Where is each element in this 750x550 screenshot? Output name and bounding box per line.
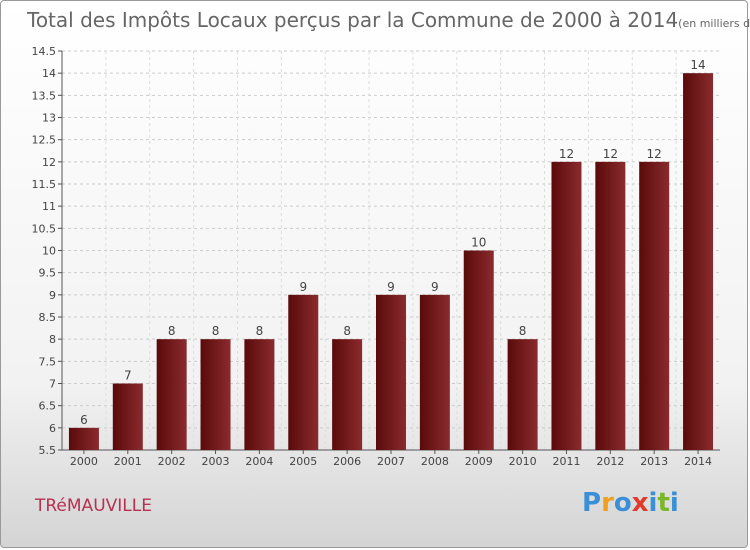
y-tick-label: 9.5 <box>39 267 57 280</box>
bar-2005 <box>288 294 319 450</box>
x-tick-label-2003: 2003 <box>202 455 230 468</box>
logo-letter: t <box>657 488 670 518</box>
bar-2014 <box>683 73 714 451</box>
bar-2002 <box>156 339 187 450</box>
data-label-2005: 9 <box>299 280 307 294</box>
y-tick-label: 10 <box>42 245 56 258</box>
y-tick-label: 13.5 <box>32 89 57 102</box>
x-tick-label-2002: 2002 <box>158 455 186 468</box>
data-label-2007: 9 <box>387 280 395 294</box>
chart-title-main: Total des Impôts Locaux perçus par la Co… <box>27 8 679 32</box>
data-label-2006: 8 <box>343 324 351 338</box>
data-label-2004: 8 <box>256 324 264 338</box>
chart-title: Total des Impôts Locaux perçus par la Co… <box>27 8 750 32</box>
y-tick-label: 6 <box>49 422 56 435</box>
y-tick-label: 12 <box>42 156 56 169</box>
bar-2012 <box>595 161 626 451</box>
commune-name: TRéMAUVILLE <box>35 496 152 516</box>
logo-letter: x <box>631 488 649 518</box>
data-label-2013: 12 <box>647 147 662 161</box>
bar-2000 <box>68 427 99 450</box>
data-label-2010: 8 <box>519 324 527 338</box>
x-tick-label-2004: 2004 <box>245 455 273 468</box>
logo-letter: r <box>601 488 614 518</box>
chart-title-unit: (en milliers d'€) <box>678 17 750 30</box>
data-label-2014: 14 <box>690 58 705 72</box>
data-label-2000: 6 <box>80 413 88 427</box>
y-tick-label: 9 <box>49 289 56 302</box>
x-tick-label-2010: 2010 <box>509 455 537 468</box>
bar-2004 <box>244 339 275 450</box>
y-tick-label: 12.5 <box>32 134 57 147</box>
y-tick-label: 14.5 <box>32 45 57 58</box>
proxiti-logo: Proxiti <box>582 488 679 518</box>
logo-letter: i <box>669 488 679 518</box>
bar-2003 <box>200 339 231 450</box>
y-tick-label: 7.5 <box>39 355 57 368</box>
data-label-2003: 8 <box>212 324 220 338</box>
x-tick-label-2012: 2012 <box>596 455 624 468</box>
logo-letter: o <box>613 488 632 518</box>
data-label-2012: 12 <box>603 147 618 161</box>
x-tick-label-2007: 2007 <box>377 455 405 468</box>
bar-2011 <box>551 161 582 451</box>
data-label-2001: 7 <box>124 369 132 383</box>
x-tick-label-2013: 2013 <box>640 455 668 468</box>
y-tick-label: 8.5 <box>39 311 57 324</box>
x-tick-label-2008: 2008 <box>421 455 449 468</box>
bar-2009 <box>463 250 494 450</box>
y-tick-label: 11.5 <box>32 178 57 191</box>
y-tick-label: 11 <box>42 200 56 213</box>
data-label-2002: 8 <box>168 324 176 338</box>
x-tick-label-2014: 2014 <box>684 455 712 468</box>
x-tick-label-2000: 2000 <box>70 455 98 468</box>
x-tick-label-2009: 2009 <box>465 455 493 468</box>
x-tick-label-2005: 2005 <box>289 455 317 468</box>
y-tick-label: 6.5 <box>39 400 57 413</box>
bar-2013 <box>639 161 670 451</box>
bar-2008 <box>419 294 450 450</box>
y-tick-label: 8 <box>49 333 56 346</box>
logo-letter: i <box>648 488 658 518</box>
data-label-2008: 9 <box>431 280 439 294</box>
y-tick-label: 7 <box>49 378 56 391</box>
x-tick-label-2006: 2006 <box>333 455 361 468</box>
y-tick-label: 5.5 <box>39 444 57 457</box>
x-tick-label-2001: 2001 <box>114 455 142 468</box>
x-tick-label-2011: 2011 <box>552 455 580 468</box>
bar-2001 <box>112 383 143 450</box>
data-label-2009: 10 <box>471 236 486 250</box>
y-tick-label: 14 <box>42 67 56 80</box>
y-tick-label: 10.5 <box>32 222 57 235</box>
logo-letter: P <box>582 488 602 518</box>
data-label-2011: 12 <box>559 147 574 161</box>
bar-2007 <box>376 294 406 450</box>
bar-2010 <box>507 339 538 450</box>
y-tick-label: 13 <box>42 112 56 125</box>
bar-2006 <box>332 339 363 450</box>
